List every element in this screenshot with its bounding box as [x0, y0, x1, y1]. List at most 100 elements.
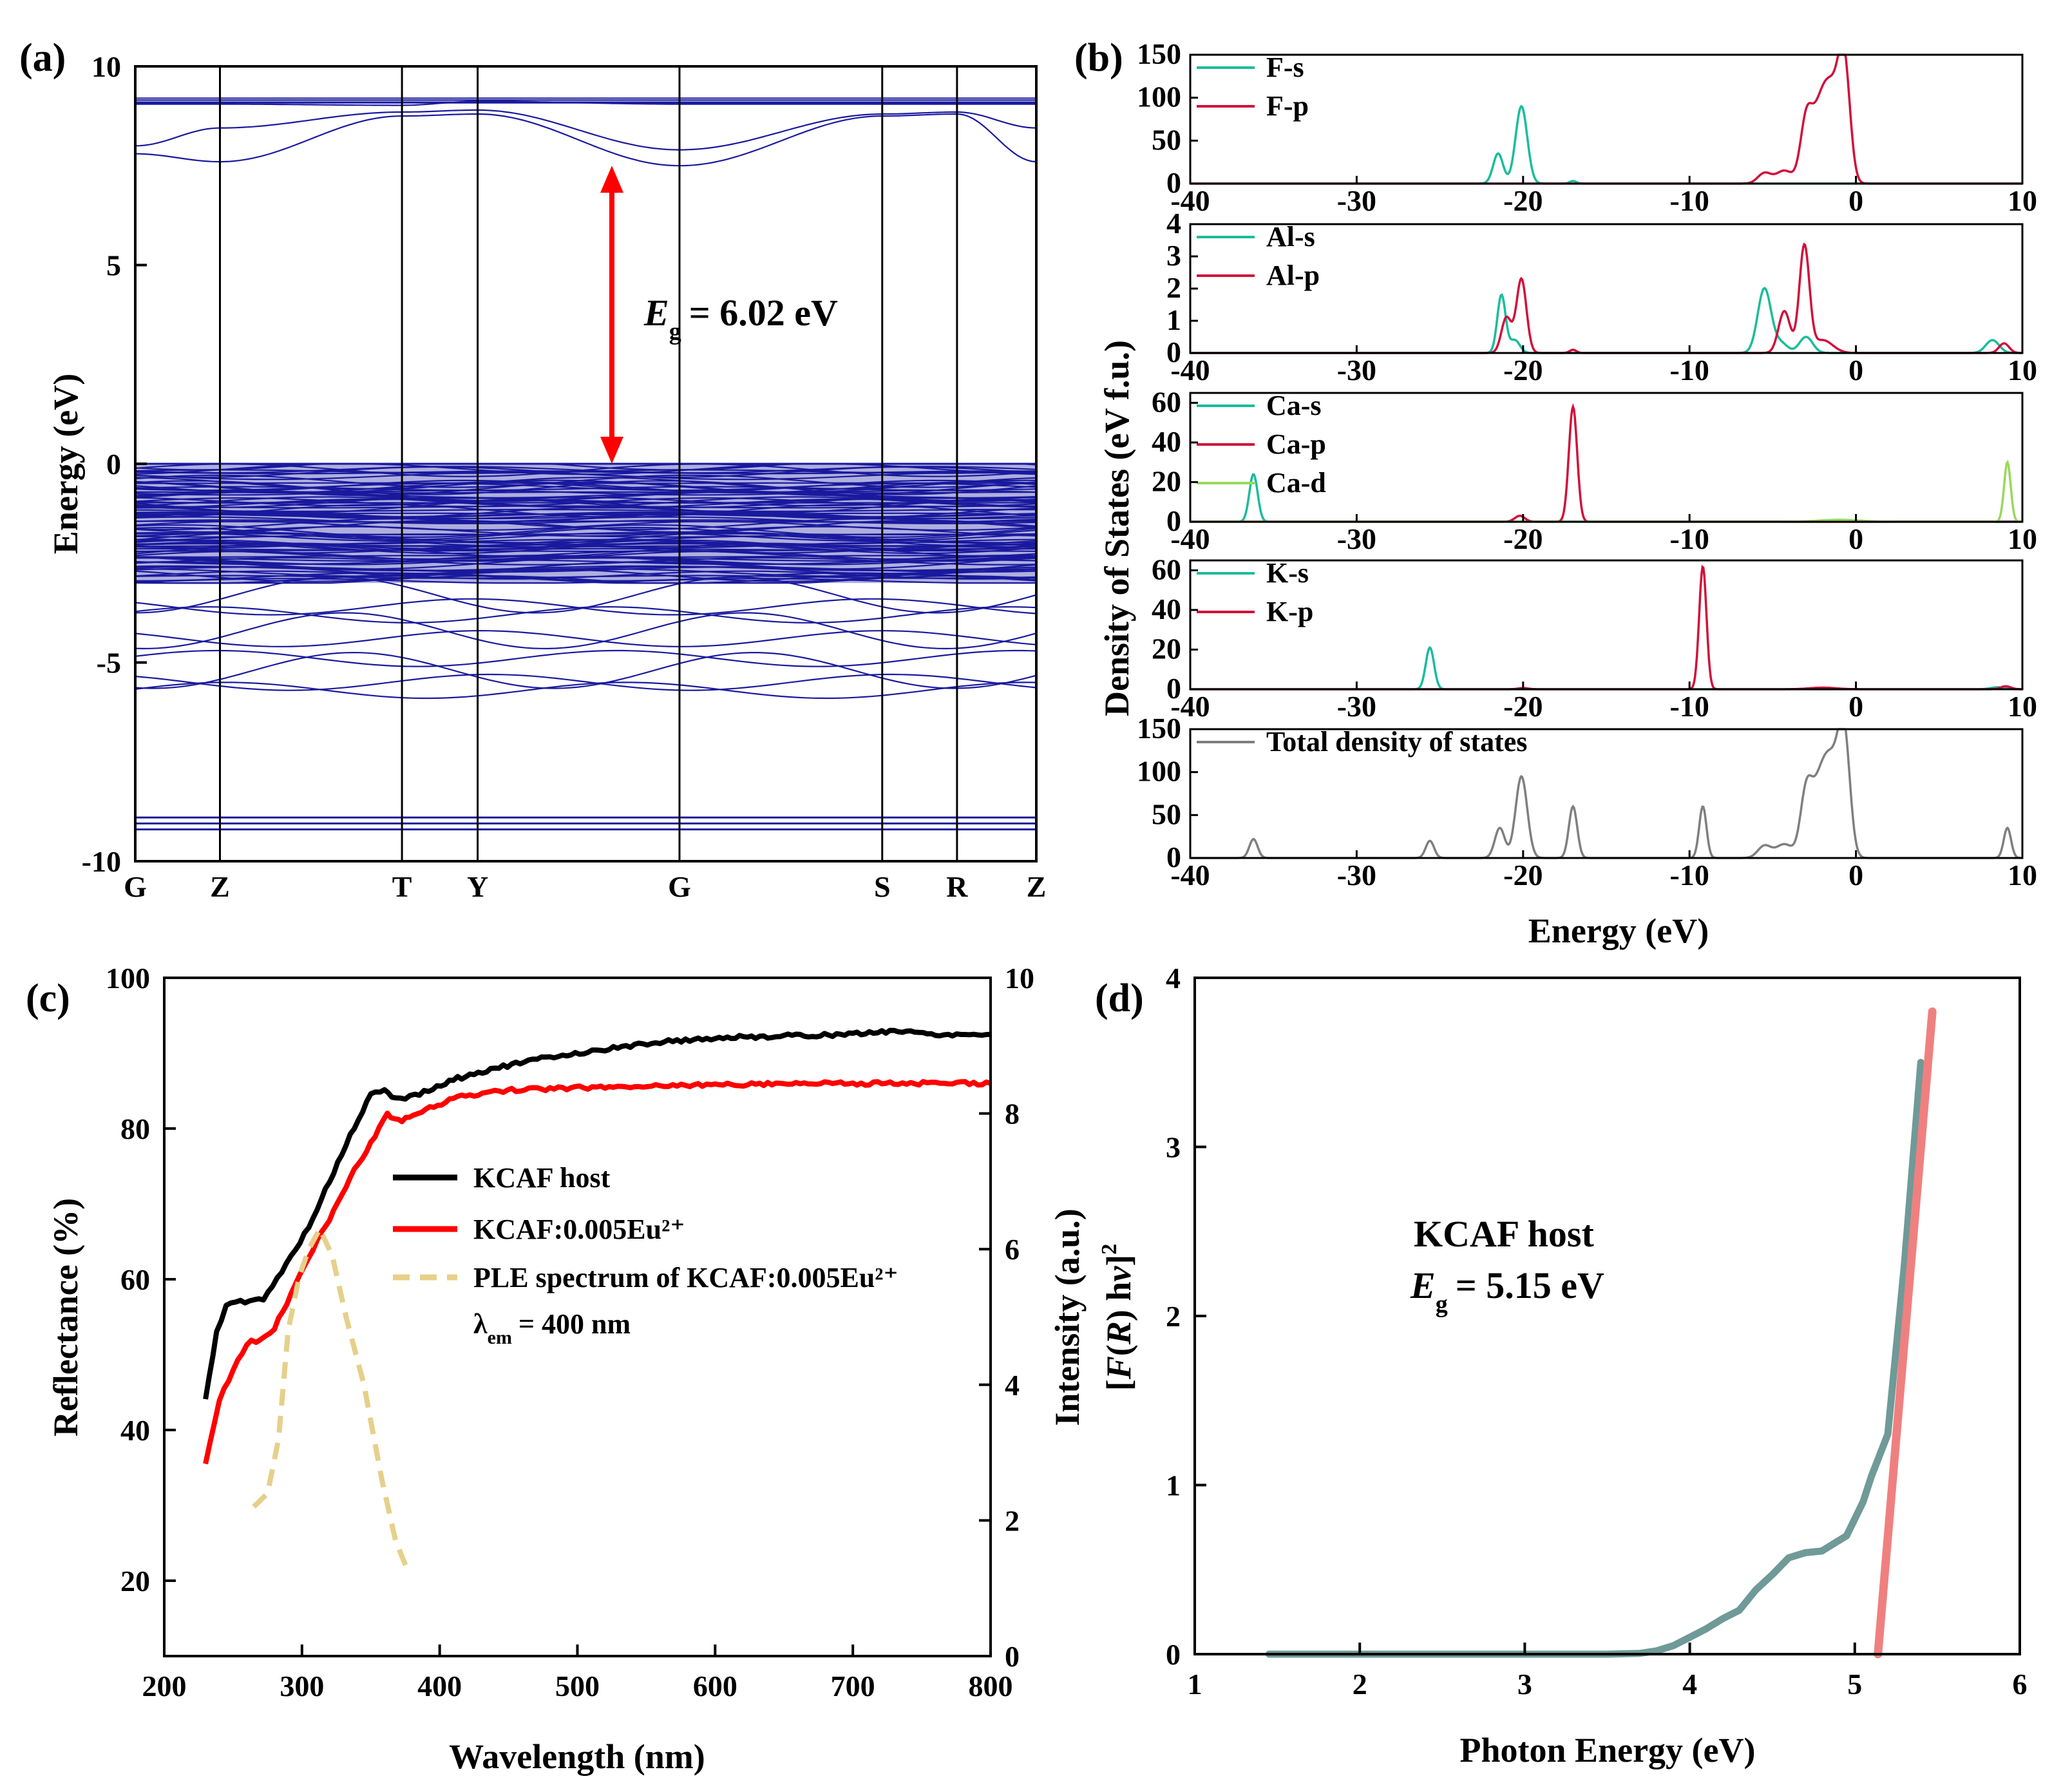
- kpoint-label-1: Z: [210, 870, 230, 903]
- valence-band-75: [135, 549, 1037, 552]
- lower-band-8: [135, 682, 1037, 700]
- d-xtick-label-1: 2: [1353, 1668, 1367, 1701]
- dos-ytick-label-4-1: 100: [1137, 755, 1181, 788]
- valence-band-67: [135, 555, 1037, 566]
- dos-ytick-label-0-3: 0: [1166, 166, 1181, 199]
- dos-ytick-label-3-3: 0: [1166, 672, 1181, 705]
- valence-band-22: [135, 490, 1037, 496]
- dos-xtick-label-0-2: -20: [1503, 184, 1543, 217]
- panel-a-ylabel: Energy (eV): [46, 374, 85, 554]
- valence-band-81: [135, 469, 1037, 474]
- dos-ytick-label-0-2: 50: [1152, 123, 1181, 156]
- series-line-1: [203, 1079, 992, 1465]
- valence-band-block: [135, 464, 1036, 584]
- valence-band-85: [135, 491, 1037, 502]
- valence-band-62: [135, 570, 1037, 580]
- dos-xtick-label-0-4: 0: [1848, 184, 1863, 217]
- c-y2tick-label-5: 0: [1005, 1640, 1020, 1673]
- bandgap-arrow-head-bottom: [600, 437, 623, 464]
- kpoint-label-3: Y: [467, 870, 488, 903]
- dos-xtick-label-3-5: 10: [2008, 690, 2037, 723]
- bandgap-arrow-head-top: [600, 166, 623, 193]
- c-xtick-label-4: 600: [693, 1670, 737, 1702]
- dos-xtick-label-3-1: -30: [1337, 690, 1376, 723]
- dos-ytick-label-3-0: 60: [1152, 553, 1181, 586]
- c-xtick-label-3: 500: [555, 1670, 600, 1702]
- dos-legend-label-3-0: K-s: [1266, 557, 1309, 589]
- dos-ytick-label-1-4: 0: [1166, 336, 1181, 368]
- lower-band-6: [135, 651, 1037, 689]
- bandgap-arrow: [600, 166, 623, 464]
- valence-band-82: [135, 505, 1036, 509]
- panel-c-legend: KCAF host KCAF:0.005Eu²⁺ PLE spectrum of…: [393, 1162, 898, 1348]
- c-y2tick-label-0: 10: [1005, 962, 1034, 995]
- a-ytick-label-4: -10: [82, 845, 121, 878]
- dos-xtick-label-1-3: -10: [1670, 354, 1709, 386]
- panel-d-ylabel: [F(R) hν]2: [1097, 1244, 1138, 1391]
- dos-xtick-label-0-5: 10: [2008, 184, 2037, 217]
- dos-xtick-label-1-2: -20: [1503, 354, 1543, 386]
- kpoint-label-0: G: [124, 870, 147, 903]
- valence-band-80: [135, 516, 1037, 524]
- kpoint-label-7: Z: [1027, 870, 1047, 903]
- dos-xtick-label-0-3: -10: [1670, 184, 1709, 217]
- c-xtick-label-5: 700: [831, 1670, 875, 1702]
- dos-ytick-label-0-1: 100: [1137, 81, 1181, 113]
- d-ytick-label-2: 2: [1166, 1300, 1181, 1333]
- valence-band-78: [135, 520, 1037, 531]
- dos-subplot-frame-2: [1189, 392, 2024, 523]
- c-ytick-label-0: 100: [106, 962, 150, 995]
- bandgap-label: Eg = 6.02 eV: [643, 292, 838, 345]
- dos-ytick-label-3-1: 40: [1152, 593, 1181, 625]
- dos-legend-label-1-0: Al-s: [1266, 221, 1315, 253]
- d-ytick-label-3: 1: [1166, 1469, 1181, 1502]
- valence-band-24: [135, 524, 1037, 539]
- dos-ytick-label-4-2: 50: [1152, 797, 1181, 830]
- dos-ytick-label-1-3: 1: [1166, 303, 1181, 336]
- d-xtick-label-3: 4: [1682, 1668, 1697, 1701]
- series-line-fit: [1874, 1007, 1937, 1659]
- a-ytick-label-2: 0: [106, 448, 121, 481]
- dos-xtick-label-0-0: -40: [1170, 184, 1210, 217]
- kpoint-label-5: S: [874, 870, 891, 903]
- a-ytick-label-3: -5: [97, 647, 121, 680]
- dos-ytick-label-1-0: 4: [1166, 207, 1181, 240]
- a-ytick-label-0: 10: [91, 50, 121, 83]
- dos-xtick-label-1-5: 10: [2008, 354, 2037, 386]
- dos-xtick-label-2-4: 0: [1848, 522, 1863, 555]
- dos-xtick-label-3-2: -20: [1503, 690, 1543, 723]
- valence-band-72: [135, 518, 1037, 531]
- valence-band-73: [135, 531, 1037, 542]
- dos-xtick-label-4-1: -30: [1337, 859, 1376, 891]
- d-ytick-label-1: 3: [1166, 1131, 1181, 1164]
- panel-d-eg-label: Eg = 5.15 eV: [1410, 1264, 1604, 1318]
- lower-band-1: [135, 598, 1037, 616]
- dos-ytick-label-1-1: 3: [1166, 239, 1181, 272]
- c-xtick-label-0: 200: [142, 1670, 187, 1702]
- c-ytick-label-4: 20: [120, 1565, 150, 1597]
- dos-xtick-label-3-3: -10: [1670, 690, 1709, 723]
- c-ytick-label-1: 80: [120, 1112, 150, 1145]
- valence-band-53: [135, 479, 1037, 492]
- lower-band-5: [135, 649, 1037, 667]
- lower-band-3: [135, 612, 1037, 650]
- dos-ytick-label-4-0: 150: [1137, 712, 1181, 745]
- kpoint-label-4: G: [668, 870, 691, 903]
- c-ytick-label-2: 60: [120, 1263, 150, 1296]
- dos-xtick-label-4-3: -10: [1670, 859, 1709, 891]
- valence-band-59: [135, 506, 1037, 519]
- valence-band-54: [135, 474, 1037, 488]
- dos-xtick-label-0-1: -30: [1337, 184, 1376, 217]
- dos-ytick-label-2-3: 0: [1166, 504, 1181, 537]
- lower-band-7: [135, 673, 1037, 691]
- c-y2tick-label-3: 4: [1005, 1369, 1020, 1402]
- legend-label-ple: PLE spectrum of KCAF:0.005Eu²⁺: [473, 1262, 898, 1293]
- dos-xtick-label-2-0: -40: [1170, 522, 1210, 555]
- panel-b-ylabel: Density of States (eV f.u.): [1097, 340, 1136, 716]
